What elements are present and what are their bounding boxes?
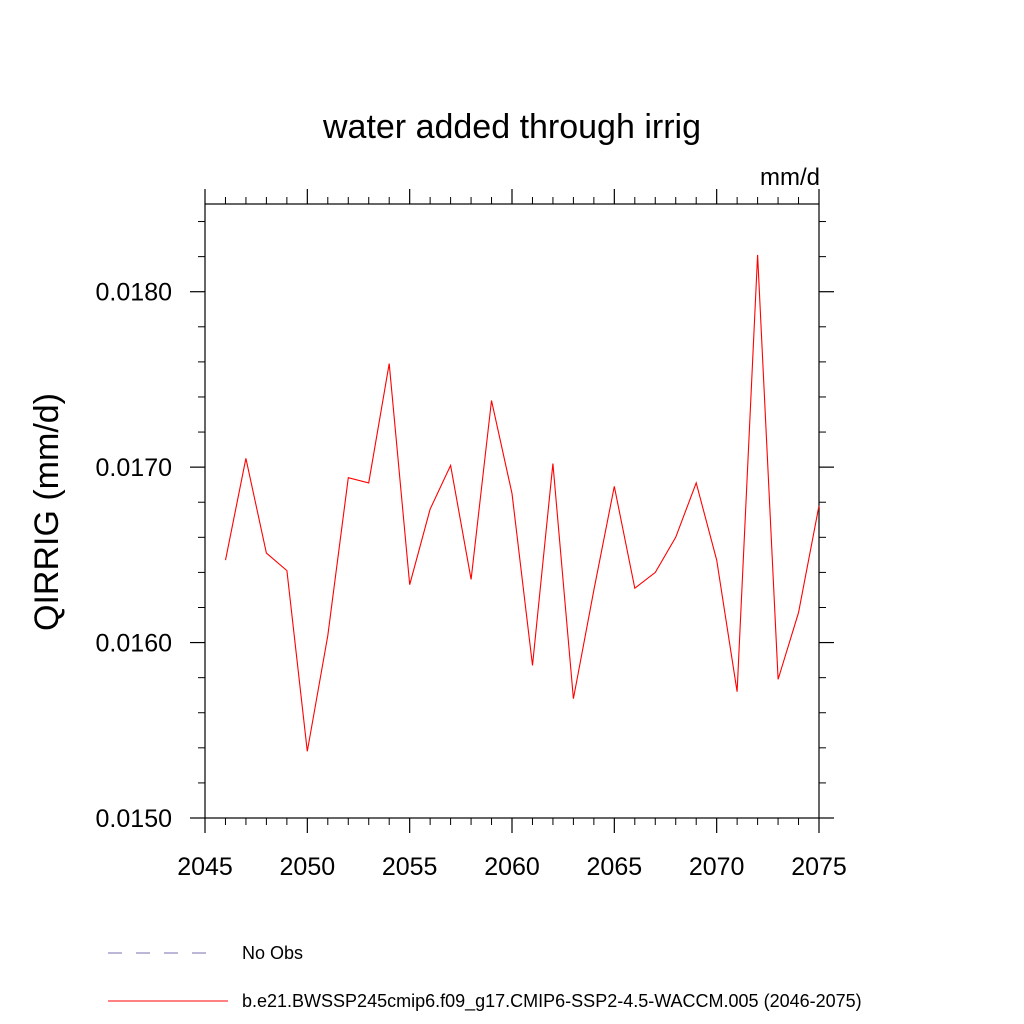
axis-ticks	[190, 189, 834, 833]
x-tick-label: 2055	[382, 853, 438, 881]
x-tick-label: 2050	[280, 853, 336, 881]
series-line	[224, 254, 820, 752]
legend-label-model-run: b.e21.BWSSP245cmip6.f09_g17.CMIP6-SSP2-4…	[242, 991, 862, 1012]
x-tick-labels: 2045 2050 2055 2060 2065 2070 2075	[177, 853, 847, 881]
y-tick-labels: 0.0150 0.0160 0.0170 0.0180	[96, 279, 172, 833]
x-tick-label: 2065	[587, 853, 643, 881]
plot-frame	[204, 203, 820, 819]
y-tick-label: 0.0150	[96, 805, 172, 833]
y-axis-label: QIRRIG (mm/d)	[28, 393, 66, 631]
y-tick-label: 0.0180	[96, 279, 172, 307]
series-lines	[224, 254, 820, 752]
x-tick-label: 2075	[791, 853, 847, 881]
x-tick-label: 2070	[689, 853, 745, 881]
units-label: mm/d	[760, 164, 820, 191]
x-tick-label: 2045	[177, 853, 233, 881]
y-tick-label: 0.0160	[96, 630, 172, 658]
chart-title: water added through irrig	[322, 108, 701, 146]
x-tick-label: 2060	[484, 853, 540, 881]
legend: No Obs b.e21.BWSSP245cmip6.f09_g17.CMIP6…	[108, 943, 862, 1012]
y-tick-label: 0.0170	[96, 454, 172, 482]
legend-label-no-obs: No Obs	[242, 943, 303, 963]
